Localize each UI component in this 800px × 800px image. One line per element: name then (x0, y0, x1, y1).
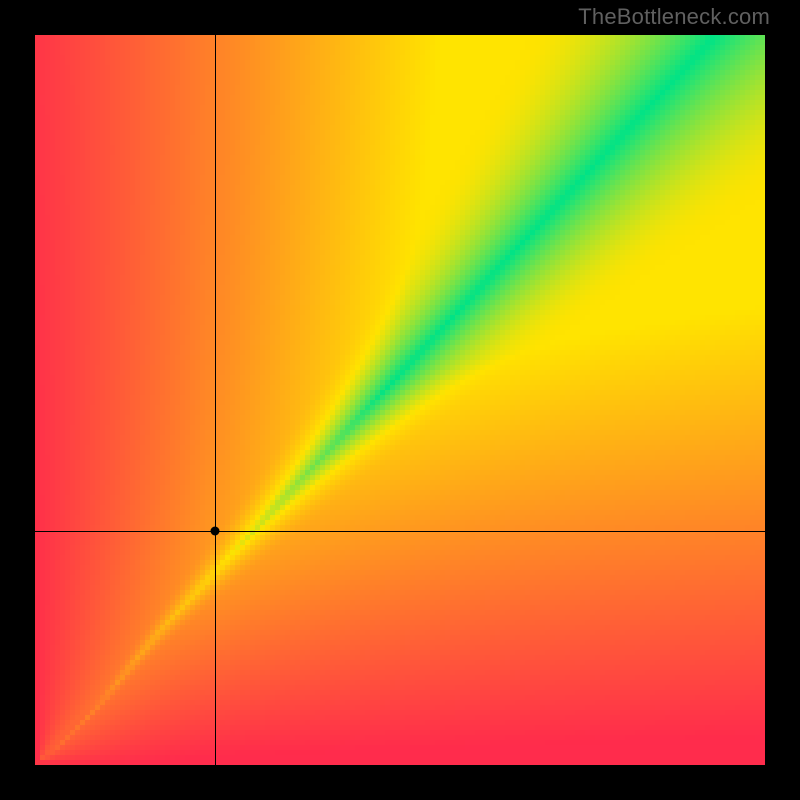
watermark-text: TheBottleneck.com (578, 4, 770, 30)
crosshair-dot (211, 527, 220, 536)
heatmap-plot (35, 35, 765, 765)
crosshair-horizontal (35, 531, 765, 532)
crosshair-vertical (215, 35, 216, 765)
heatmap-canvas (35, 35, 765, 765)
